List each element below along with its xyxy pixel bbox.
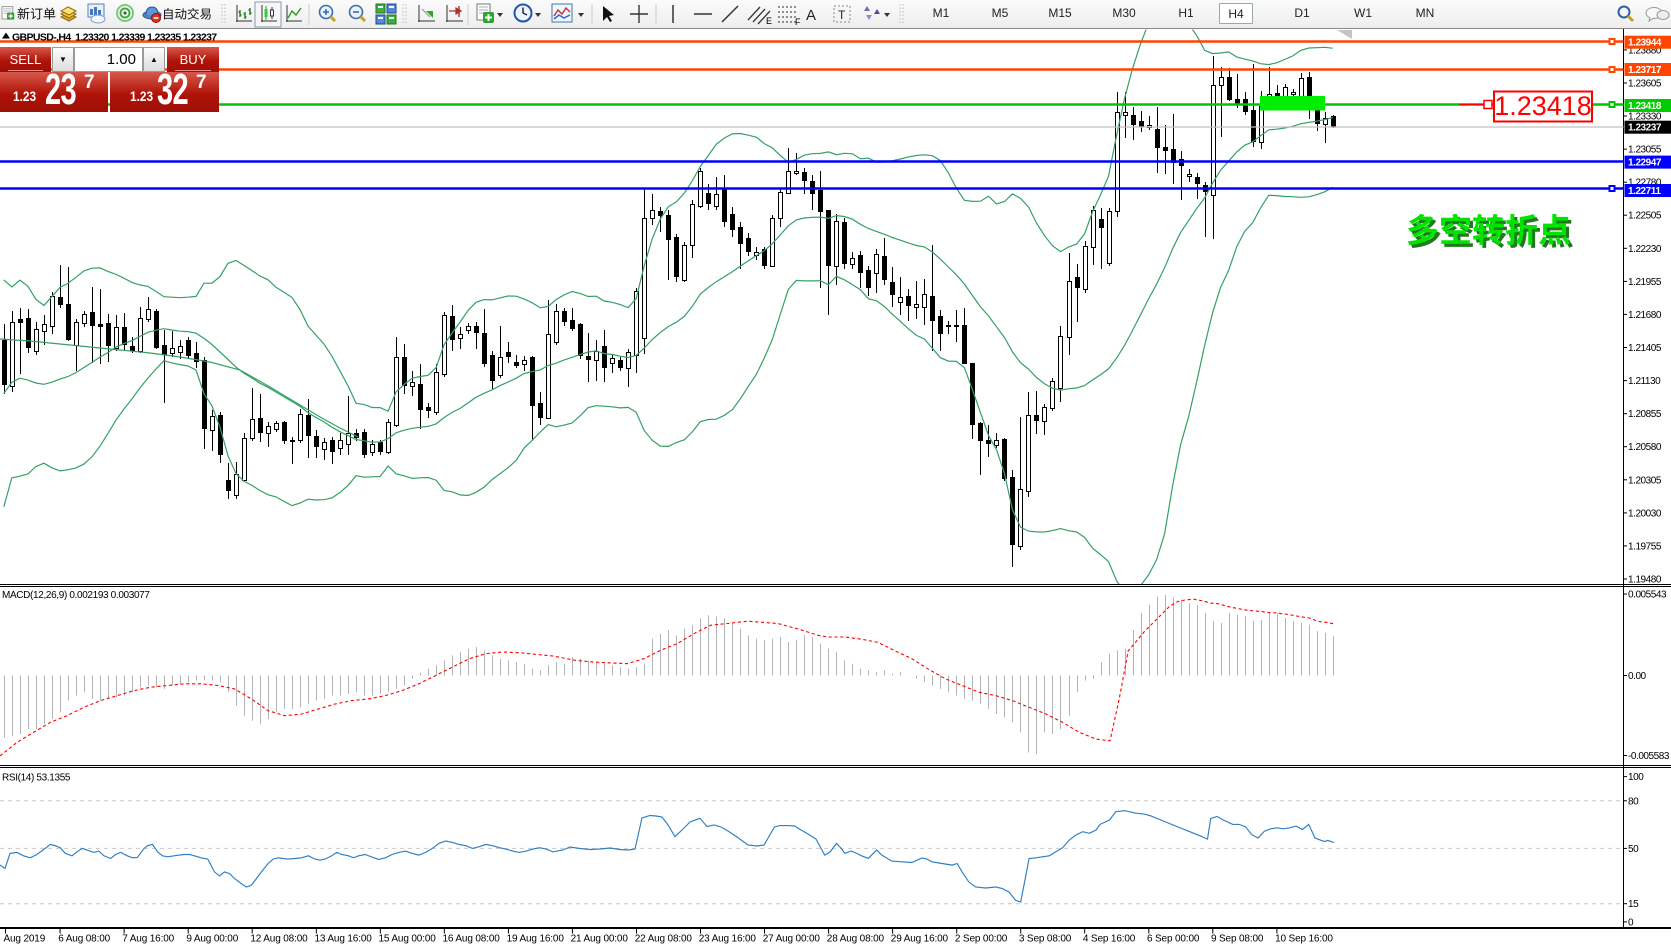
svg-text:GBPUSD-,H4 1.23320 1.23339 1.: GBPUSD-,H4 1.23320 1.23339 1.23235 1.232… xyxy=(12,32,217,44)
svg-text:2 Sep 00:00: 2 Sep 00:00 xyxy=(955,934,1008,945)
svg-text:27 Aug 00:00: 27 Aug 00:00 xyxy=(763,934,821,945)
svg-text:4 Sep 16:00: 4 Sep 16:00 xyxy=(1083,934,1136,945)
svg-text:0.00: 0.00 xyxy=(1628,671,1647,682)
svg-text:1.23605: 1.23605 xyxy=(1628,79,1662,90)
svg-text:1.21680: 1.21680 xyxy=(1628,310,1662,321)
svg-text:-0.005583: -0.005583 xyxy=(1628,751,1670,762)
svg-text:100: 100 xyxy=(1628,772,1644,783)
svg-text:1.23055: 1.23055 xyxy=(1628,145,1662,156)
svg-text:29 Aug 16:00: 29 Aug 16:00 xyxy=(891,934,949,945)
svg-text:22 Aug 08:00: 22 Aug 08:00 xyxy=(635,934,693,945)
svg-text:1.20580: 1.20580 xyxy=(1628,442,1662,453)
svg-text:13 Aug 16:00: 13 Aug 16:00 xyxy=(315,934,373,945)
svg-text:19 Aug 16:00: 19 Aug 16:00 xyxy=(507,934,565,945)
svg-text:1.19755: 1.19755 xyxy=(1628,541,1662,552)
svg-text:1.20305: 1.20305 xyxy=(1628,475,1662,486)
svg-text:6 Sep 00:00: 6 Sep 00:00 xyxy=(1147,934,1200,945)
svg-text:E: E xyxy=(766,16,772,26)
svg-text:0.005543: 0.005543 xyxy=(1628,590,1667,601)
svg-text:1.22780: 1.22780 xyxy=(1628,178,1662,189)
svg-text:1.21405: 1.21405 xyxy=(1628,343,1662,354)
svg-text:1.22711: 1.22711 xyxy=(1628,186,1661,197)
svg-text:1.22230: 1.22230 xyxy=(1628,244,1662,255)
svg-text:1.23880: 1.23880 xyxy=(1628,45,1662,56)
svg-text:1.23944: 1.23944 xyxy=(1628,38,1662,49)
svg-text:1.19480: 1.19480 xyxy=(1628,575,1662,586)
svg-text:1.21955: 1.21955 xyxy=(1628,277,1662,288)
svg-text:28 Aug 08:00: 28 Aug 08:00 xyxy=(827,934,885,945)
svg-text:7 Aug 16:00: 7 Aug 16:00 xyxy=(122,934,174,945)
svg-text:1.20855: 1.20855 xyxy=(1628,409,1662,420)
svg-text:RSI(14) 53.1355: RSI(14) 53.1355 xyxy=(2,773,71,784)
svg-text:1.23330: 1.23330 xyxy=(1628,112,1662,123)
svg-text:16 Aug 08:00: 16 Aug 08:00 xyxy=(443,934,501,945)
svg-text:MACD(12,26,9) 0.002193 0.00307: MACD(12,26,9) 0.002193 0.003077 xyxy=(2,590,150,601)
svg-text:1.22505: 1.22505 xyxy=(1628,211,1662,222)
svg-text:1.23418: 1.23418 xyxy=(1628,101,1662,112)
svg-text:9 Aug 00:00: 9 Aug 00:00 xyxy=(186,934,238,945)
svg-text:1.22947: 1.22947 xyxy=(1628,158,1662,169)
svg-text:21 Aug 00:00: 21 Aug 00:00 xyxy=(571,934,629,945)
svg-text:10 Sep 16:00: 10 Sep 16:00 xyxy=(1275,934,1333,945)
svg-text:Aug 2019: Aug 2019 xyxy=(4,934,46,945)
svg-text:15: 15 xyxy=(1628,899,1639,910)
svg-text:0: 0 xyxy=(1628,917,1634,928)
svg-text:15 Aug 00:00: 15 Aug 00:00 xyxy=(379,934,437,945)
svg-text:F: F xyxy=(795,17,801,27)
svg-text:3 Sep 08:00: 3 Sep 08:00 xyxy=(1019,934,1072,945)
svg-text:80: 80 xyxy=(1628,796,1639,807)
svg-text:T: T xyxy=(838,8,846,22)
svg-text:A: A xyxy=(806,7,816,24)
svg-text:1.23418: 1.23418 xyxy=(1494,91,1592,121)
svg-text:1.20030: 1.20030 xyxy=(1628,508,1662,519)
svg-text:1.23717: 1.23717 xyxy=(1628,65,1662,76)
svg-text:9 Sep 08:00: 9 Sep 08:00 xyxy=(1211,934,1264,945)
svg-text:1.21130: 1.21130 xyxy=(1628,376,1661,387)
svg-text:12 Aug 08:00: 12 Aug 08:00 xyxy=(250,934,308,945)
svg-text:6 Aug 08:00: 6 Aug 08:00 xyxy=(58,934,110,945)
svg-text:23 Aug 16:00: 23 Aug 16:00 xyxy=(699,934,757,945)
svg-text:1.23237: 1.23237 xyxy=(1628,123,1662,134)
svg-text:50: 50 xyxy=(1628,844,1639,855)
